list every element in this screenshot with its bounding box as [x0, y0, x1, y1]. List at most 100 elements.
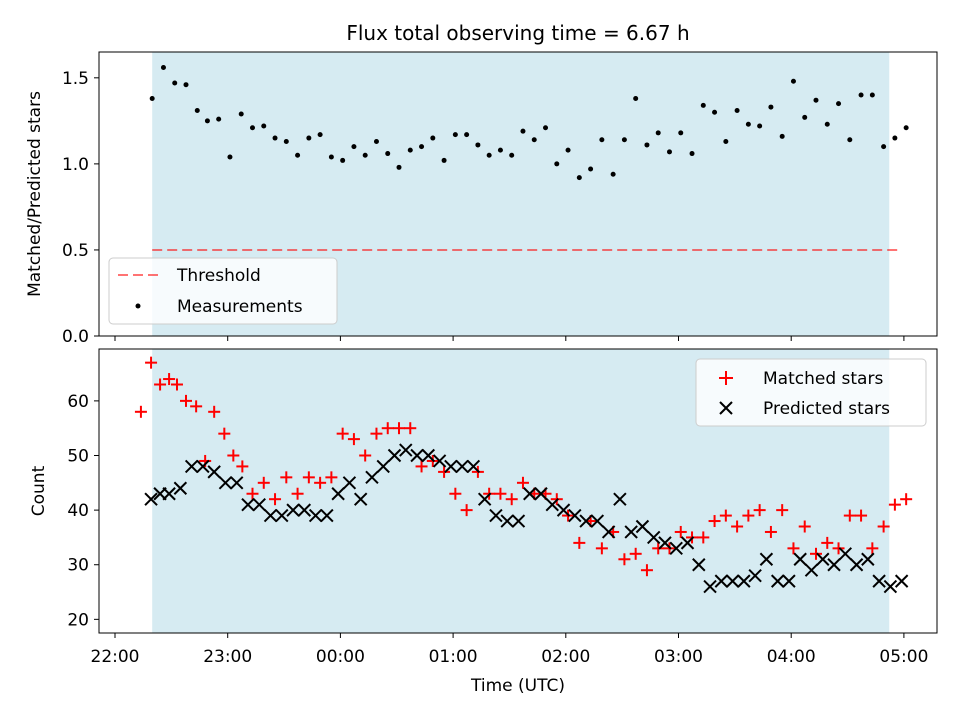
measurement-point — [576, 175, 582, 181]
predicted-star-point — [590, 514, 605, 528]
legend-measurements-swatch — [135, 303, 141, 309]
bottom-panel: 20 30 40 50 60 22:00 23:00 00:00 01:00 02:00 03:0… — [29, 348, 938, 696]
measurement-point — [430, 135, 436, 141]
matched-star-point — [302, 471, 315, 484]
matched-star-point — [742, 509, 755, 522]
predicted-star-point — [782, 574, 796, 588]
matched-star-point — [719, 509, 732, 522]
predicted-star-point — [816, 552, 830, 566]
matched-star-point — [227, 449, 240, 462]
predicted-star-point — [793, 552, 807, 566]
matched-star-point — [449, 487, 462, 500]
matched-star-point — [208, 405, 221, 418]
matched-star-point — [821, 536, 834, 549]
matched-star-point — [776, 504, 789, 517]
matched-star-point — [618, 553, 631, 566]
matched-star-point — [640, 564, 653, 577]
top-y-tick-label: 1.5 — [62, 69, 89, 89]
matched-star-point — [900, 493, 913, 506]
chart-title: Flux total observing time = 6.67 h — [346, 21, 689, 45]
measurement-point — [407, 147, 413, 153]
matched-star-point — [674, 525, 687, 538]
matched-star-point — [269, 493, 282, 506]
matched-star-point — [708, 515, 721, 528]
measurement-point — [892, 135, 898, 141]
predicted-star-point — [286, 503, 300, 517]
measurement-point — [520, 128, 526, 134]
predicted-star-point — [297, 503, 312, 517]
legend-matched-swatch — [719, 371, 733, 385]
top-y-ticks: 0.0 0.5 1.0 1.5 — [62, 69, 99, 347]
measurement-point — [160, 64, 166, 70]
measurement-point — [768, 104, 774, 110]
matched-star-point — [314, 476, 327, 489]
measurement-point — [723, 139, 729, 145]
predicted-star-point — [196, 459, 210, 474]
measurement-point — [700, 102, 706, 108]
measurement-point — [497, 147, 503, 153]
measurement-point — [328, 154, 334, 160]
matched-star-point — [843, 509, 856, 522]
measurement-point — [283, 139, 289, 145]
bottom-y-ticks: 20 30 40 50 60 — [67, 392, 99, 630]
x-tick-label: 02:00 — [541, 647, 590, 667]
matched-star-point — [291, 487, 304, 500]
predicted-star-point — [646, 530, 661, 545]
predicted-star-point — [556, 503, 571, 517]
measurement-point — [869, 92, 875, 98]
bottom-y-tick-label: 30 — [67, 556, 89, 576]
bottom-legend-box — [695, 358, 927, 427]
measurement-point — [903, 125, 909, 131]
matched-star-point — [460, 504, 473, 517]
measurement-point — [216, 116, 222, 122]
measurement-point — [452, 132, 458, 138]
measurement-point — [486, 152, 492, 158]
predicted-star-point — [759, 552, 774, 566]
predicted-star-point — [455, 459, 469, 474]
predicted-star-point — [252, 497, 266, 512]
predicted-star-point — [613, 492, 627, 506]
matched-star-point — [888, 498, 901, 511]
matched-star-point — [154, 378, 167, 391]
measurement-point — [712, 109, 718, 115]
measurement-point — [655, 130, 661, 136]
predicted-star-point — [263, 508, 278, 523]
top-legend-box — [108, 257, 338, 325]
predicted-star-point — [894, 574, 909, 588]
predicted-star-point — [477, 492, 492, 506]
matched-star-point — [393, 422, 406, 435]
x-tick-label: 01:00 — [429, 647, 478, 667]
predicted-star-point — [849, 558, 864, 572]
measurement-point — [790, 78, 796, 84]
predicted-star-point — [387, 448, 402, 463]
predicted-star-point — [365, 470, 379, 485]
matched-star-point — [438, 465, 451, 478]
x-axis-label: Time (UTC) — [470, 676, 565, 696]
predicted-star-point — [342, 476, 357, 490]
matched-star-point — [877, 520, 890, 533]
measurement-point — [172, 80, 178, 86]
predicted-star-point — [184, 459, 199, 474]
predicted-star-point — [692, 558, 706, 572]
measurement-point — [227, 154, 233, 160]
legend-measurements-label: Measurements — [177, 297, 303, 317]
predicted-star-point — [838, 547, 853, 561]
predicted-star-point — [230, 476, 244, 490]
top-y-tick-label: 1.0 — [62, 155, 89, 175]
bottom-legend: Matched stars Predicted stars — [695, 358, 927, 427]
measurement-point — [824, 121, 830, 127]
bottom-y-tick-label: 20 — [67, 610, 89, 630]
matched-star-point — [370, 427, 383, 440]
legend-threshold-label: Threshold — [176, 266, 261, 286]
predicted-star-point — [770, 574, 785, 588]
x-tick-label: 22:00 — [91, 647, 140, 667]
matched-star-point — [359, 449, 372, 462]
predicted-star-point — [737, 574, 751, 588]
bottom-y-tick-label: 60 — [67, 392, 89, 412]
predicted-star-point — [353, 492, 368, 506]
measurement-point — [881, 144, 887, 150]
matched-star-point — [280, 471, 293, 484]
measurement-point — [509, 152, 515, 158]
x-tick-label: 03:00 — [654, 647, 703, 667]
measurement-point — [194, 108, 200, 114]
